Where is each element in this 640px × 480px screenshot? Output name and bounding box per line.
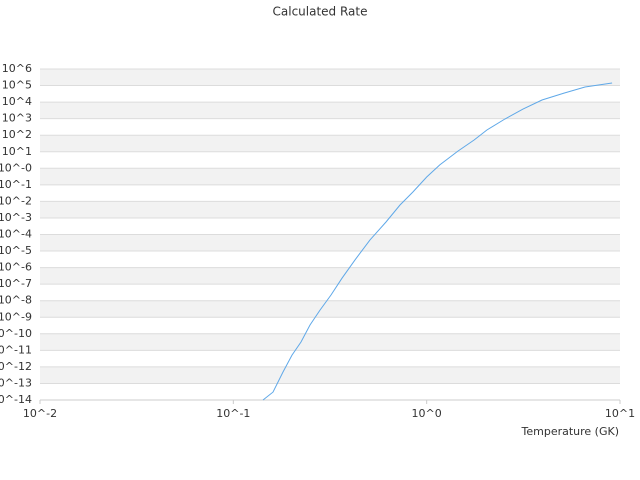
chart-title: Calculated Rate — [273, 5, 368, 19]
y-tick-label: 10^4 — [2, 95, 32, 108]
y-tick-label: 10^-0 — [0, 161, 32, 174]
y-tick-label: 10^1 — [2, 145, 32, 158]
y-tick-label: 10^5 — [2, 79, 32, 92]
x-tick-label: 10^1 — [605, 407, 635, 420]
grid-band — [40, 267, 620, 285]
y-tick-label: 10^-2 — [0, 194, 32, 207]
y-tick-label: 10^-7 — [0, 277, 32, 290]
x-tick-label: 10^-1 — [216, 407, 250, 420]
grid-band — [40, 168, 620, 185]
y-tick-label: 10^-4 — [0, 228, 32, 241]
x-axis-label: Temperature (GK) — [521, 425, 620, 438]
y-tick-label: 10^-13 — [0, 376, 32, 389]
y-tick-label: 10^-10 — [0, 327, 32, 340]
y-tick-label: 10^6 — [2, 62, 32, 75]
y-tick-label: 10^-8 — [0, 294, 32, 307]
y-tick-label: 10^-14 — [0, 393, 32, 406]
y-tick-label: 10^-3 — [0, 211, 32, 224]
grid-band — [40, 201, 620, 218]
y-tick-label: 10^3 — [2, 112, 32, 125]
y-tick-label: 10^2 — [2, 128, 32, 141]
grid-band — [40, 234, 620, 252]
grid-band — [40, 69, 620, 86]
grid-band — [40, 135, 620, 152]
y-tick-label: 10^-11 — [0, 343, 32, 356]
grid-band — [40, 366, 620, 384]
data-line — [262, 82, 613, 401]
x-tick-label: 10^0 — [412, 407, 442, 420]
x-tick-label: 10^-2 — [23, 407, 57, 420]
grid-band — [40, 102, 620, 119]
y-tick-label: 10^-12 — [0, 360, 32, 373]
grid-band — [40, 300, 620, 318]
y-tick-label: 10^-5 — [0, 244, 32, 257]
y-tick-label: 10^-9 — [0, 310, 32, 323]
y-tick-label: 10^-1 — [0, 178, 32, 191]
y-tick-label: 10^-6 — [0, 261, 32, 274]
grid-band — [40, 333, 620, 351]
